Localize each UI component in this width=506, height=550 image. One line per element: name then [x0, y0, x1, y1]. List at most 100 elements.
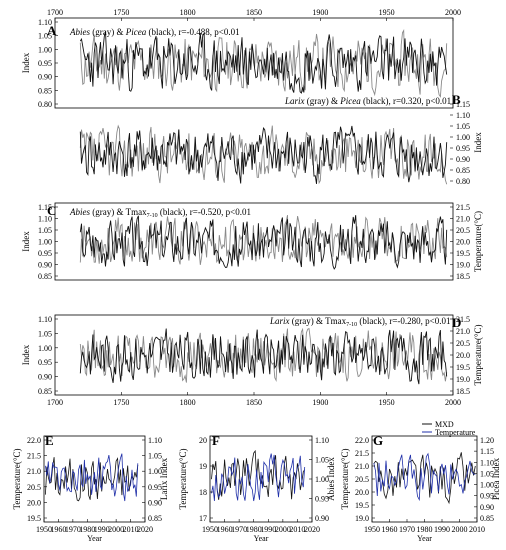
- y-tick-label: 0.90: [480, 503, 494, 512]
- x-tick-label: 1850: [246, 398, 262, 407]
- y-tick-label: 19.0: [355, 514, 369, 523]
- x-tick-label: 1970: [65, 525, 81, 534]
- y-tick-label: 0.90: [315, 514, 329, 523]
- y-tick-label: 1.05: [38, 32, 52, 41]
- x-tick-label: 1700: [47, 398, 63, 407]
- y-tick-label: 1.00: [480, 481, 494, 490]
- x-tick-label: 1990: [94, 525, 110, 534]
- y-tick-label: 20.5: [456, 226, 470, 235]
- x-tick-label: 1960: [217, 525, 233, 534]
- annotation-part: (gray) &: [90, 27, 126, 37]
- y-tick-label: 1.20: [480, 436, 494, 445]
- y-tick-label: 0.80: [456, 177, 470, 186]
- y-tick-label: 1.00: [148, 467, 162, 476]
- x-tick-label: 2000: [445, 398, 461, 407]
- x-tick-label: 1960: [382, 525, 398, 534]
- annotation: Larix (gray) & Picea (black), r=0.320, p…: [284, 96, 451, 106]
- y-tick-label: 1.05: [38, 329, 52, 338]
- x-tick-label: 1950: [36, 525, 52, 534]
- y2-axis-label: Larix Index: [159, 457, 169, 500]
- y-tick-label: 1.05: [480, 469, 494, 478]
- y-tick-label: 20.5: [355, 475, 369, 484]
- annotation: Abies (gray) & Picea (black), r=-0.488, …: [69, 27, 240, 37]
- x-tick-label: 1980: [246, 525, 262, 534]
- x-tick-label: 2010: [289, 525, 305, 534]
- y-tick-label: 1.10: [38, 215, 52, 224]
- series-line-gray: [79, 124, 448, 185]
- annotation-part: (gray) & Tmax: [290, 316, 347, 326]
- y-tick-label: 0.95: [38, 358, 52, 367]
- panel-a: 1.10 1.05 1.00 0.95 0.90 0.85 0.80 Index 1700 175…: [21, 8, 461, 109]
- legend-label: MXD: [435, 420, 454, 429]
- y-axis-label: Index: [21, 52, 31, 73]
- y-tick-label: 0.85: [148, 514, 162, 523]
- y-tick-label: 21.0: [27, 467, 41, 476]
- y-tick-label: 1.05: [456, 122, 470, 131]
- legend-label: Temperature: [435, 428, 476, 437]
- panel-label: E: [45, 433, 54, 448]
- panel-f: 20 19 18 17 Temperature(°C) 1.10 1.05 1.00 0.95 0…: [178, 433, 336, 543]
- y2-axis-label: Temperature(°C): [473, 211, 483, 272]
- x-tick-label: 1800: [180, 398, 196, 407]
- y-tick-label: 0.90: [148, 498, 162, 507]
- annotation-part: 7-10: [147, 213, 158, 219]
- y-tick-label: 1.05: [315, 456, 329, 465]
- annotation-part: (black), r=-0.280, p<0.01: [357, 316, 450, 326]
- y-tick-label: 21.5: [456, 315, 470, 324]
- y2-axis-label: Index: [473, 132, 483, 153]
- panel-label: D: [452, 315, 461, 330]
- x-tick-label: 1980: [79, 525, 95, 534]
- y-tick-label: 0.85: [456, 166, 470, 175]
- y-tick-label: 20.5: [27, 483, 41, 492]
- y2-axis-label: Picea Index: [491, 457, 501, 500]
- y-tick-label: 1.10: [315, 436, 329, 445]
- y-tick-label: 20: [199, 436, 207, 445]
- y-axis-label: Index: [21, 231, 31, 252]
- y-tick-label: 0.85: [38, 86, 52, 95]
- y-tick-label: 21.5: [27, 452, 41, 461]
- x-tick-label: 2020: [304, 525, 320, 534]
- y-tick-label: 0.95: [315, 495, 329, 504]
- y-tick-label: 1.00: [38, 45, 52, 54]
- y-tick-label: 20.0: [27, 498, 41, 507]
- annotation-part: Picea: [339, 96, 361, 106]
- plot-frame: [43, 435, 146, 523]
- y-tick-label: 0.95: [148, 483, 162, 492]
- x-tick-label: 2010: [123, 525, 139, 534]
- y-tick-label: 0.95: [480, 492, 494, 501]
- x-tick-label: 1950: [202, 525, 218, 534]
- x-axis-label: Year: [254, 534, 269, 543]
- y-tick-label: 1.00: [38, 344, 52, 353]
- y-tick-label: 19.5: [355, 501, 369, 510]
- y-tick-label: 22.0: [355, 436, 369, 445]
- y-tick-label: 0.90: [38, 261, 52, 270]
- y-tick-label: 21.5: [456, 203, 470, 212]
- y-tick-label: 1.10: [480, 458, 494, 467]
- panel-c: 1.15 1.10 1.05 1.00 0.95 0.90 0.85 Index 21.5 21.…: [21, 202, 483, 281]
- y-tick-label: 0.85: [480, 514, 494, 523]
- series-line-blue: [45, 453, 139, 502]
- y-tick-label: 17: [199, 514, 207, 523]
- y-tick-label: 1.05: [38, 226, 52, 235]
- y-tick-label: 19.0: [456, 261, 470, 270]
- y-tick-label: 0.80: [38, 100, 52, 109]
- x-tick-label: 1800: [180, 8, 196, 17]
- y-tick-label: 19.5: [456, 249, 470, 258]
- y-tick-label: 1.10: [148, 436, 162, 445]
- panel-d: 1.10 1.05 1.00 0.95 0.90 0.85 Index 21.5 21.0 20.…: [21, 314, 483, 407]
- y-tick-label: 1.00: [38, 238, 52, 247]
- annotation: Larix (gray) & Tmax7-10 (black), r=-0.28…: [269, 316, 450, 328]
- y-tick-label: 1.00: [315, 475, 329, 484]
- annotation-part: (black), r=0.320, p<0.01: [361, 96, 451, 106]
- x-tick-label: 2000: [275, 525, 291, 534]
- y-tick-label: 1.15: [456, 100, 470, 109]
- y-tick-label: 0.90: [38, 73, 52, 82]
- series-line-black: [79, 31, 448, 94]
- series-line-gray: [79, 29, 448, 98]
- y-tick-label: 0.95: [456, 144, 470, 153]
- y-axis-label: Temperature(°C): [178, 449, 188, 510]
- x-axis-label: Year: [417, 534, 432, 543]
- x-tick-label: 1850: [246, 8, 262, 17]
- panel-label: A: [47, 23, 57, 38]
- y-tick-label: 1.00: [456, 133, 470, 142]
